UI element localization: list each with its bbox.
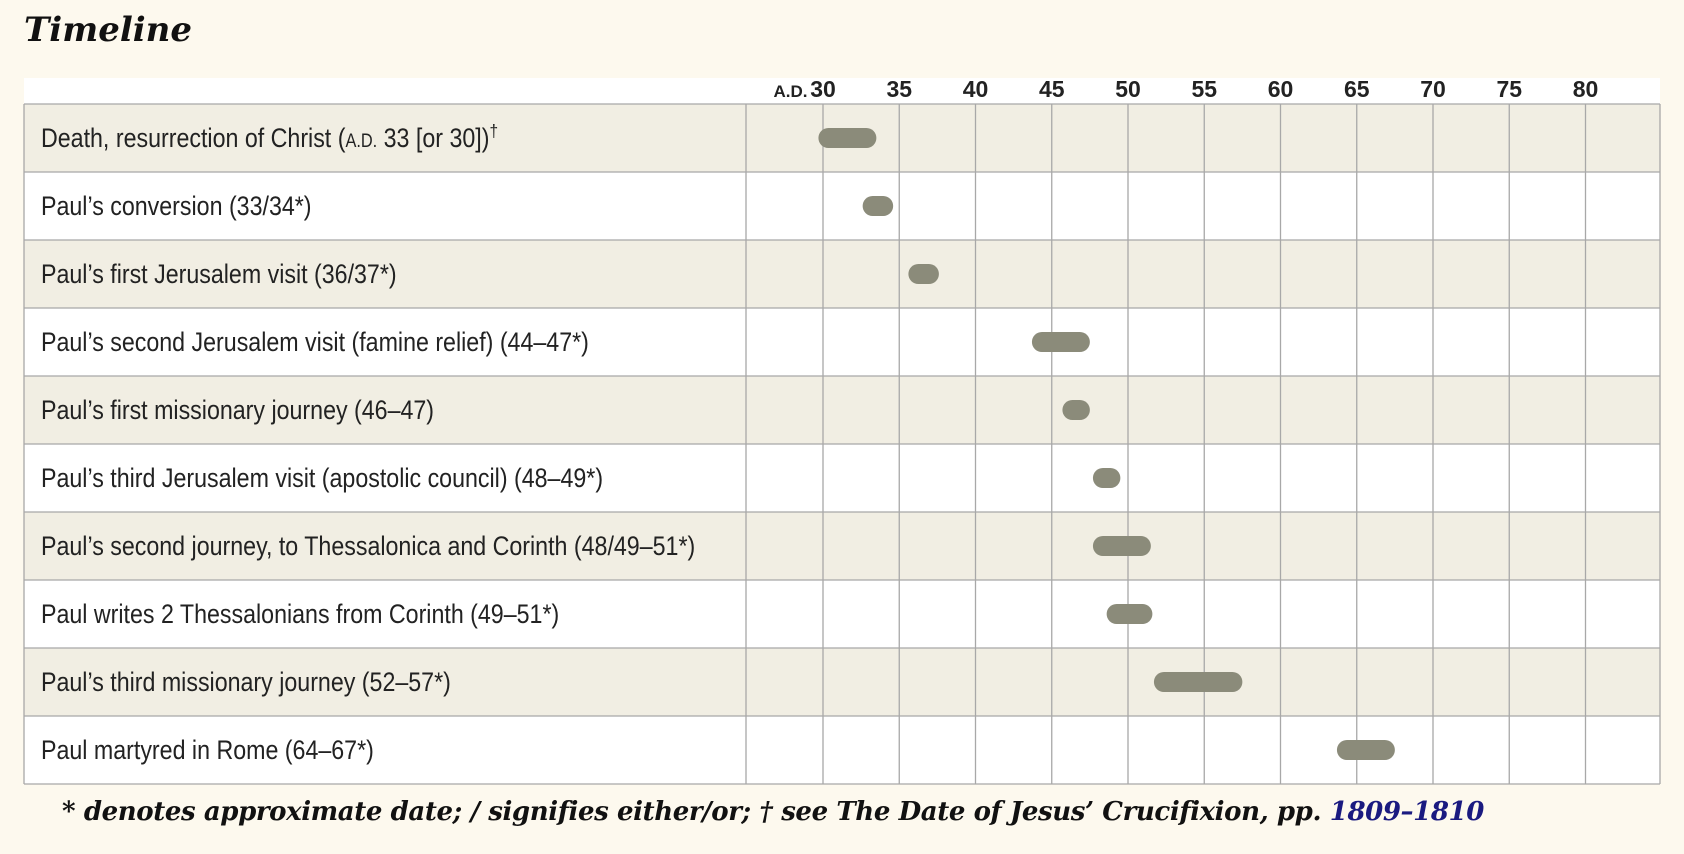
x-tick-label: 40 xyxy=(963,76,989,102)
row-background xyxy=(24,376,1660,444)
row-label: Paul’s conversion (33/34*) xyxy=(41,191,312,221)
x-tick-label: 30 xyxy=(810,76,836,102)
row-label: Paul’s second journey, to Thessalonica a… xyxy=(41,531,695,561)
timeline-bar xyxy=(1092,536,1151,556)
timeline-chart: A.D. 30 35 40 45 50 55 60 65 70 75 80 Death, resurre… xyxy=(23,76,1661,785)
row-background xyxy=(24,172,1660,240)
timeline-bar xyxy=(818,128,877,148)
page-title: Timeline xyxy=(24,10,193,50)
row-label: Paul’s third missionary journey (52–57*) xyxy=(41,667,451,697)
timeline-bar xyxy=(1106,604,1153,624)
timeline-bar xyxy=(1031,332,1090,352)
x-tick-label: 75 xyxy=(1496,76,1522,102)
timeline-bar xyxy=(1062,400,1090,420)
x-tick-label: 60 xyxy=(1268,76,1294,102)
row-label: Paul writes 2 Thessalonians from Corinth… xyxy=(41,599,559,629)
row-background xyxy=(24,308,1660,376)
x-tick-label: 55 xyxy=(1191,76,1217,102)
row-label: Paul’s first Jerusalem visit (36/37*) xyxy=(41,259,397,289)
footnote: * denotes approximate date; / signifies … xyxy=(62,797,1484,827)
footnote-text: * denotes approximate date; / signifies … xyxy=(62,797,1330,827)
timeline-bar xyxy=(1153,672,1243,692)
timeline-bar xyxy=(862,196,894,216)
x-tick-label: 50 xyxy=(1115,76,1141,102)
row-label: Paul martyred in Rome (64–67*) xyxy=(41,735,374,765)
axis-header-band xyxy=(24,78,1660,104)
row-background xyxy=(24,240,1660,308)
x-tick-label: 35 xyxy=(886,76,912,102)
row-background xyxy=(24,512,1660,580)
row-background xyxy=(24,444,1660,512)
row-background xyxy=(24,648,1660,716)
timeline-bar xyxy=(1092,468,1121,488)
row-label: Paul’s first missionary journey (46–47) xyxy=(41,395,434,425)
axis-prefix-label: A.D. xyxy=(774,82,808,101)
page-reference-link[interactable]: 1809–1810 xyxy=(1329,797,1485,827)
x-tick-label: 45 xyxy=(1039,76,1065,102)
row-label: Paul’s second Jerusalem visit (famine re… xyxy=(41,327,589,357)
timeline-bar xyxy=(908,264,939,284)
row-label: Paul’s third Jerusalem visit (apostolic … xyxy=(41,463,603,493)
x-tick-label: 65 xyxy=(1344,76,1370,102)
x-tick-label: 70 xyxy=(1420,76,1446,102)
row-label: Death, resurrection of Christ (A.D. 33 [… xyxy=(41,121,498,154)
row-background xyxy=(24,580,1660,648)
timeline-bar xyxy=(1336,740,1395,760)
x-tick-label: 80 xyxy=(1573,76,1599,102)
